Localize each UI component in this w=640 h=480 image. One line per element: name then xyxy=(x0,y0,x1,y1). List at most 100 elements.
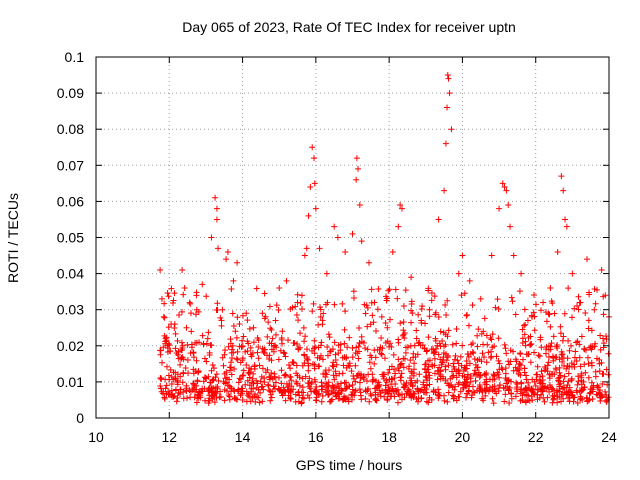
data-point xyxy=(588,327,595,334)
data-point xyxy=(401,329,408,336)
data-point xyxy=(294,341,301,348)
data-point xyxy=(517,350,524,357)
data-point xyxy=(301,252,308,259)
data-point xyxy=(435,313,442,320)
data-point xyxy=(401,383,408,390)
data-point xyxy=(178,356,185,363)
data-point xyxy=(239,396,246,403)
data-point xyxy=(266,303,273,310)
data-point xyxy=(599,393,606,400)
data-point xyxy=(331,376,338,383)
data-point xyxy=(575,293,582,300)
data-point xyxy=(546,382,553,389)
data-point xyxy=(299,394,306,401)
data-point xyxy=(589,344,596,351)
data-point xyxy=(244,348,251,355)
grid xyxy=(96,57,609,418)
data-point xyxy=(455,360,462,367)
data-point xyxy=(246,365,253,372)
data-point xyxy=(322,388,329,395)
data-point xyxy=(538,368,545,375)
data-point xyxy=(523,372,530,379)
data-point xyxy=(584,354,591,361)
data-point xyxy=(408,298,415,305)
data-point xyxy=(428,297,435,304)
data-point xyxy=(384,295,391,302)
data-point xyxy=(293,311,300,318)
data-point xyxy=(445,75,452,82)
data-point xyxy=(161,314,168,321)
data-point xyxy=(242,381,249,388)
data-point xyxy=(325,331,332,338)
data-point xyxy=(273,302,280,309)
data-point xyxy=(224,248,231,255)
data-point xyxy=(285,337,292,344)
data-point xyxy=(469,349,476,356)
data-point xyxy=(442,366,449,373)
data-point xyxy=(206,379,213,386)
data-point xyxy=(441,187,448,194)
data-point xyxy=(172,330,179,337)
data-point xyxy=(536,377,543,384)
data-point xyxy=(479,350,486,357)
data-point xyxy=(319,356,326,363)
data-point xyxy=(589,396,596,403)
data-point xyxy=(398,370,405,377)
data-point xyxy=(319,392,326,399)
data-point xyxy=(222,375,229,382)
data-point xyxy=(287,306,294,313)
data-point xyxy=(448,126,455,133)
data-point xyxy=(410,372,417,379)
data-point xyxy=(455,393,462,400)
data-point xyxy=(360,339,367,346)
data-point xyxy=(444,398,451,405)
data-point xyxy=(561,373,568,380)
data-point xyxy=(291,339,298,346)
data-point xyxy=(586,396,593,403)
data-point xyxy=(366,398,373,405)
data-point xyxy=(380,375,387,382)
data-point xyxy=(426,381,433,388)
data-point xyxy=(226,364,233,371)
data-point xyxy=(492,304,499,311)
data-point xyxy=(365,259,372,266)
data-point xyxy=(409,310,416,317)
data-point xyxy=(377,389,384,396)
data-point xyxy=(453,340,460,347)
data-point xyxy=(271,385,278,392)
data-point xyxy=(396,392,403,399)
data-point xyxy=(588,379,595,386)
data-point xyxy=(173,350,180,357)
data-point xyxy=(459,342,466,349)
data-point xyxy=(559,358,566,365)
data-point xyxy=(206,387,213,394)
data-point xyxy=(386,286,393,293)
data-point xyxy=(306,394,313,401)
data-point xyxy=(301,352,308,359)
data-point xyxy=(251,365,258,372)
data-point xyxy=(342,394,349,401)
data-point xyxy=(174,337,181,344)
data-point xyxy=(556,378,563,385)
data-point xyxy=(212,374,219,381)
y-tick-label: 0.04 xyxy=(57,266,84,282)
data-point xyxy=(450,395,457,402)
data-point xyxy=(496,374,503,381)
data-point xyxy=(536,353,543,360)
data-point xyxy=(542,365,549,372)
data-point xyxy=(490,400,497,407)
data-point xyxy=(537,334,544,341)
data-point xyxy=(326,398,333,405)
data-point xyxy=(464,371,471,378)
data-point xyxy=(366,359,373,366)
data-point xyxy=(390,387,397,394)
data-point xyxy=(299,305,306,312)
data-point xyxy=(545,359,552,366)
data-point xyxy=(536,394,543,401)
data-point xyxy=(227,340,234,347)
data-point xyxy=(481,371,488,378)
data-point xyxy=(311,155,318,162)
data-point xyxy=(265,319,272,326)
data-point xyxy=(373,397,380,404)
data-point xyxy=(193,292,200,299)
